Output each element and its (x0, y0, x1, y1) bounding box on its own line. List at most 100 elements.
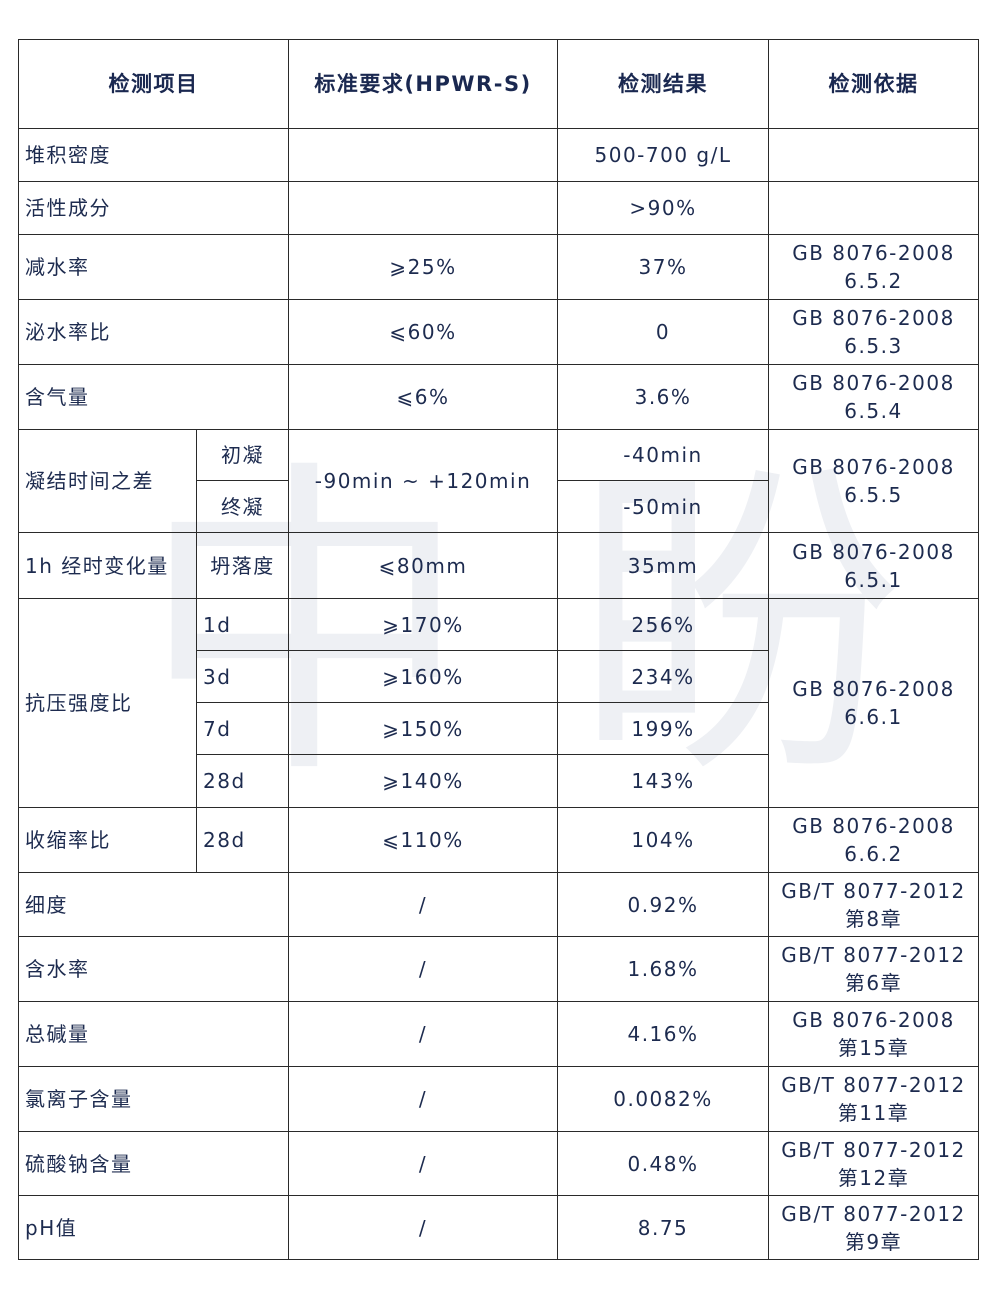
result-cell: -40min (557, 429, 769, 481)
result-cell: 143% (557, 754, 769, 808)
basis-line-2: 第15章 (837, 1036, 910, 1060)
header-item: 检测项目 (18, 39, 289, 129)
table-row: 含气量 ⩽6% 3.6% GB 8076-2008 6.5.4 (18, 364, 979, 430)
result-cell: 199% (557, 702, 769, 755)
basis-cell: GB/T 8077-2012 第9章 (768, 1195, 979, 1260)
basis-line-2: 6.5.3 (844, 334, 903, 358)
basis-line-1: GB 8076-2008 (792, 371, 955, 395)
basis-cell: GB/T 8077-2012 第6章 (768, 936, 979, 1002)
item-setting-time-diff: 凝结时间之差 (18, 429, 197, 533)
basis-cell: GB/T 8077-2012 第11章 (768, 1066, 979, 1132)
basis-line-2: 6.5.2 (844, 269, 903, 293)
result-cell: 0 (557, 299, 769, 365)
standard-cell: / (288, 1195, 558, 1260)
basis-line-1: GB/T 8077-2012 (781, 1201, 966, 1226)
basis-line-1: GB/T 8077-2012 (781, 943, 966, 967)
basis-line-1: GB 8076-2008 (792, 1008, 955, 1032)
result-cell: 0.92% (557, 872, 769, 937)
table-row: 总碱量 / 4.16% GB 8076-2008 第15章 (18, 1001, 979, 1067)
basis-line-2: 第9章 (844, 1229, 903, 1254)
result-cell: 256% (557, 598, 769, 651)
table-row: 减水率 ⩾25% 37% GB 8076-2008 6.5.2 (18, 234, 979, 300)
basis-cell: GB 8076-2008 6.6.2 (768, 807, 979, 873)
header-basis: 检测依据 (768, 39, 979, 129)
basis-line-1: GB 8076-2008 (792, 455, 955, 479)
item-shrinkage-ratio: 收缩率比 (18, 807, 197, 873)
basis-cell: GB 8076-2008 6.5.2 (768, 234, 979, 300)
result-cell: 35mm (557, 532, 769, 599)
standard-cell: ⩾150% (288, 702, 558, 755)
age-cell: 28d (196, 807, 289, 873)
basis-line-2: 6.5.5 (844, 483, 903, 507)
table-row: 硫酸钠含量 / 0.48% GB/T 8077-2012 第12章 (18, 1131, 979, 1196)
table-row: 泌水率比 ⩽60% 0 GB 8076-2008 6.5.3 (18, 299, 979, 365)
age-cell: 1d (196, 598, 289, 651)
table-row: 3d ⩾160% 234% (19, 650, 979, 703)
standard-cell: / (288, 872, 558, 937)
standard-cell: -90min ~ +120min (288, 429, 558, 533)
basis-line-1: GB/T 8077-2012 (781, 1073, 966, 1097)
item-chloride: 氯离子含量 (18, 1066, 289, 1132)
table-row: 含水率 / 1.68% GB/T 8077-2012 第6章 (18, 936, 979, 1002)
item-total-alkali: 总碱量 (18, 1001, 289, 1067)
basis-cell: GB/T 8077-2012 第12章 (768, 1131, 979, 1196)
basis-cell (768, 128, 979, 182)
basis-line-1: GB 8076-2008 (792, 677, 955, 701)
table-row: 1h 经时变化量 坍落度 ⩽80mm 35mm GB 8076-2008 6.5… (18, 532, 979, 599)
age-cell: 3d (196, 650, 289, 703)
basis-cell: GB 8076-2008 6.5.5 (768, 429, 979, 533)
table-row: 堆积密度 500-700 g/L (18, 128, 979, 182)
age-cell: 28d (196, 754, 289, 808)
basis-cell (768, 181, 979, 235)
table-row: 活性成分 >90% (18, 181, 979, 235)
basis-line-2: 第8章 (844, 906, 903, 931)
result-cell: 3.6% (557, 364, 769, 430)
basis-cell: GB 8076-2008 6.6.1 (768, 598, 979, 808)
basis-line-1: GB/T 8077-2012 (781, 1137, 966, 1162)
item-water-reduction: 减水率 (18, 234, 289, 300)
basis-line-2: 第6章 (844, 971, 903, 995)
basis-cell: GB/T 8077-2012 第8章 (768, 872, 979, 937)
item-fineness: 细度 (18, 872, 289, 937)
table-row: 7d ⩾150% 199% (19, 702, 979, 755)
result-cell: 500-700 g/L (557, 128, 769, 182)
basis-line-1: GB/T 8077-2012 (781, 878, 966, 903)
basis-line-2: 第11章 (837, 1101, 910, 1125)
sub-initial-set: 初凝 (196, 429, 289, 481)
basis-line-1: GB 8076-2008 (792, 306, 955, 330)
table-row: 抗压强度比 1d ⩾170% 256% GB 8076-2008 6.6.1 (18, 598, 979, 808)
table-row: 28d ⩾140% 143% (19, 754, 979, 808)
standard-cell: ⩽110% (288, 807, 558, 873)
item-1h-change: 1h 经时变化量 (18, 532, 197, 599)
item-sodium-sulfate: 硫酸钠含量 (18, 1131, 289, 1196)
result-cell: 0.0082% (557, 1066, 769, 1132)
result-cell: 104% (557, 807, 769, 873)
basis-line-1: GB 8076-2008 (792, 814, 955, 838)
basis-line-2: 6.5.4 (844, 399, 903, 423)
test-results-table: 检测项目 标准要求(HPWR-S) 检测结果 检测依据 堆积密度 500-700… (18, 39, 979, 1260)
table-header-row: 检测项目 标准要求(HPWR-S) 检测结果 检测依据 (18, 39, 979, 129)
result-cell: 37% (557, 234, 769, 300)
standard-cell: ⩾160% (288, 650, 558, 703)
sub-slump: 坍落度 (196, 532, 289, 599)
standard-cell: ⩾140% (288, 754, 558, 808)
result-cell: -50min (557, 480, 769, 533)
item-active-content: 活性成分 (18, 181, 289, 235)
standard-cell (288, 181, 558, 235)
table-row: 凝结时间之差 初凝 -90min ~ +120min -40min GB 807… (18, 429, 979, 533)
item-bulk-density: 堆积密度 (18, 128, 289, 182)
standard-cell: / (288, 1001, 558, 1067)
basis-line-2: 6.6.2 (844, 842, 903, 866)
item-compressive-strength-ratio: 抗压强度比 (18, 598, 197, 808)
sub-final-set: 终凝 (196, 480, 289, 533)
standard-cell: ⩽6% (288, 364, 558, 430)
standard-cell: ⩽80mm (288, 532, 558, 599)
basis-line-2: 第12章 (837, 1165, 910, 1190)
basis-cell: GB 8076-2008 第15章 (768, 1001, 979, 1067)
item-moisture: 含水率 (18, 936, 289, 1002)
basis-cell: GB 8076-2008 6.5.3 (768, 299, 979, 365)
header-standard: 标准要求(HPWR-S) (288, 39, 558, 129)
standard-cell: / (288, 1066, 558, 1132)
basis-line-1: GB 8076-2008 (792, 539, 955, 564)
standard-cell: ⩾170% (288, 598, 558, 651)
